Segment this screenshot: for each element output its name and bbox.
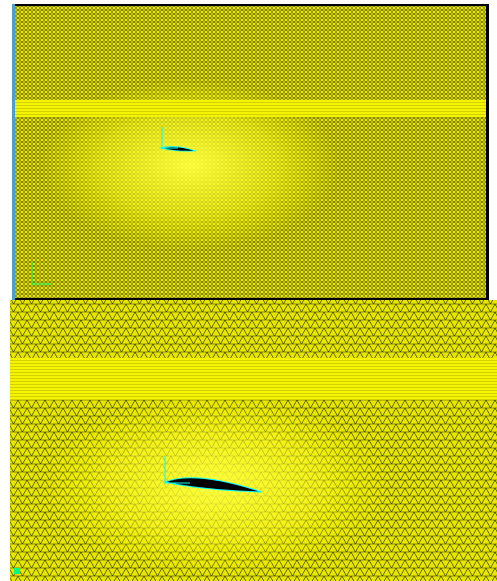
corner-triad <box>14 568 20 574</box>
top-viewport <box>12 4 489 300</box>
mesh-band <box>15 100 486 117</box>
airfoil <box>163 477 263 493</box>
refined-region <box>40 80 340 250</box>
axis-triad <box>161 127 178 149</box>
bottom-viewport <box>10 300 497 581</box>
corner-triad <box>31 262 52 285</box>
mesh-band <box>10 358 497 400</box>
panel-edge <box>12 4 15 300</box>
axis-triad <box>164 456 190 484</box>
